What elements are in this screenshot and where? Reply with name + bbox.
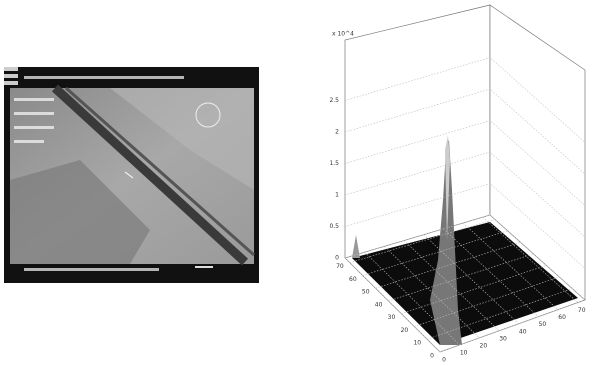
y-tick-label: 40 (375, 301, 383, 308)
y-tick-label: 10 (413, 340, 421, 347)
z-exponent: x 10^4 (332, 31, 354, 38)
z-tick-label: 0 (335, 255, 339, 262)
x-tick-label: 70 (578, 307, 586, 314)
x-tick-label: 20 (480, 342, 488, 349)
y-tick-label: 20 (401, 327, 409, 334)
z-tick-label: 2.5 (329, 97, 339, 104)
z-tick-label: 1.5 (329, 160, 339, 167)
x-tick-label: 30 (499, 335, 507, 342)
y-tick-label: 70 (336, 263, 344, 270)
x-tick-label: 10 (460, 349, 468, 356)
surface-plot (345, 5, 585, 352)
x-tick-label: 40 (519, 328, 527, 335)
aerial-image (4, 67, 259, 283)
z-tick-label: 1 (335, 192, 339, 199)
y-tick-label: 30 (388, 314, 396, 321)
y-tick-label: 0 (430, 353, 434, 360)
y-tick-label: 60 (349, 276, 357, 283)
figure: x 10^4 00.511.522.5010203040506070010203… (0, 0, 598, 366)
z-tick-label: 0.5 (329, 223, 339, 230)
z-tick-label: 2 (335, 129, 339, 136)
x-tick-label: 50 (539, 321, 547, 328)
x-tick-label: 0 (442, 357, 446, 364)
y-tick-label: 50 (362, 289, 370, 296)
x-tick-label: 60 (558, 314, 566, 321)
